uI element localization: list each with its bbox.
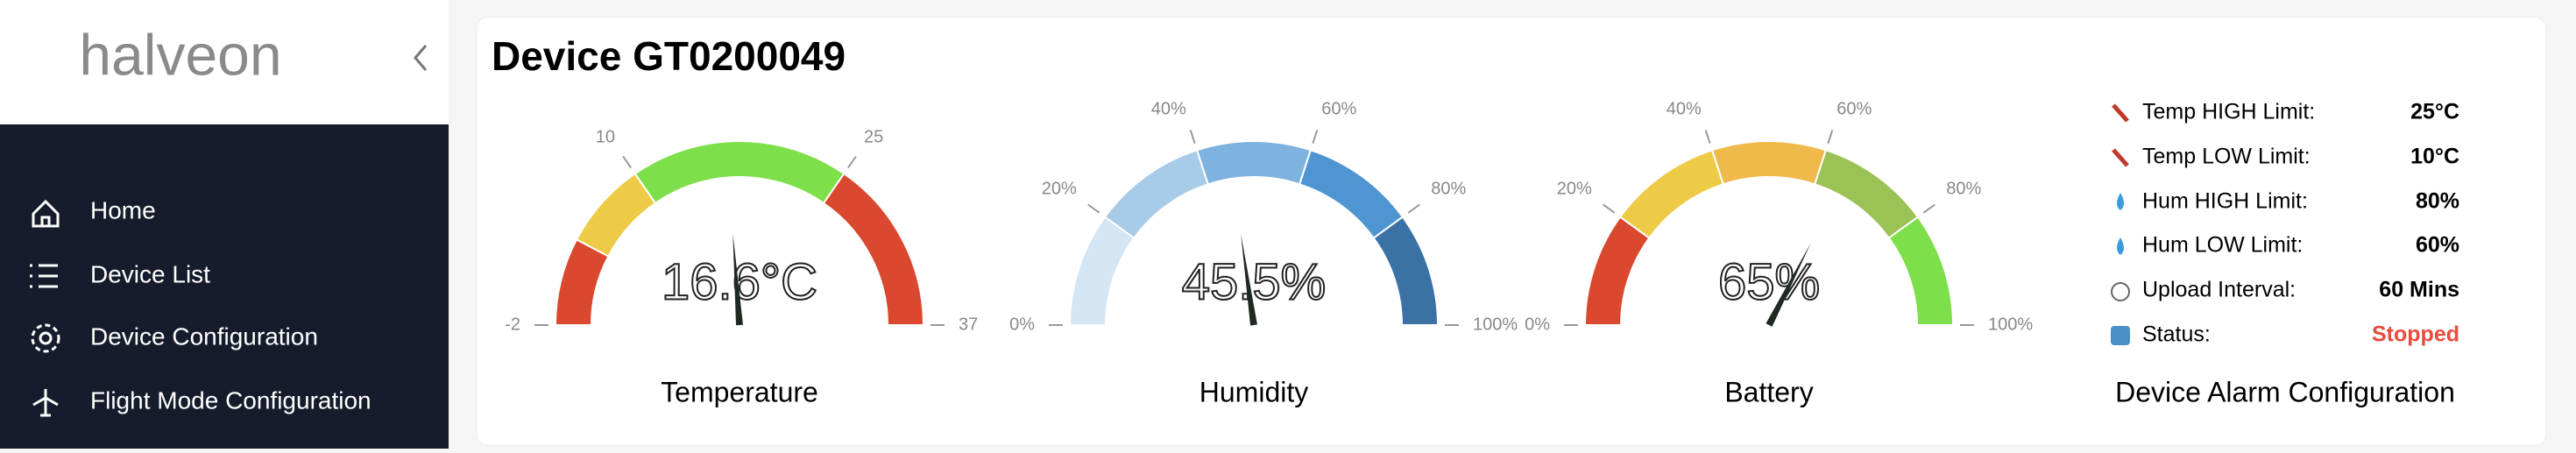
gauge-tick bbox=[1704, 130, 1711, 144]
gauge-tick-label: 80% bbox=[1946, 179, 1981, 198]
gauge-tick bbox=[847, 155, 857, 169]
gauge-tick-label: 60% bbox=[1321, 100, 1356, 119]
device-card bbox=[476, 17, 2547, 446]
gauge-tick bbox=[1407, 203, 1420, 214]
gear-icon-ring bbox=[31, 323, 60, 353]
gauge-tick-label: 0% bbox=[1009, 315, 1035, 334]
gauge-value: 65% bbox=[1718, 253, 1820, 310]
alarm-value: 10°C bbox=[2410, 145, 2459, 169]
alarm-icons bbox=[2111, 103, 2130, 345]
gauge-tick bbox=[1087, 203, 1100, 214]
timer-icon bbox=[2111, 282, 2130, 301]
collapse-button[interactable] bbox=[414, 45, 428, 71]
status-icon bbox=[2111, 326, 2130, 345]
alarm-value: Stopped bbox=[2372, 322, 2459, 347]
nav-icons bbox=[30, 199, 60, 417]
gauge-needle bbox=[732, 233, 743, 326]
list-icon bbox=[30, 264, 58, 288]
logo-area bbox=[0, 0, 449, 124]
gauge-tick-label: 60% bbox=[1836, 100, 1872, 119]
gauge-segment bbox=[822, 172, 925, 326]
alarm-label: Temp HIGH Limit: bbox=[2142, 100, 2315, 124]
gauge-tick bbox=[1827, 130, 1834, 144]
thermo-icon bbox=[2112, 148, 2129, 167]
gauge-tick bbox=[1312, 130, 1319, 144]
gauge-tick-label: 80% bbox=[1431, 179, 1466, 198]
gauge-label: Temperature bbox=[661, 376, 818, 407]
drop-icon bbox=[2117, 193, 2124, 210]
gauge-tick-label: -2 bbox=[505, 315, 520, 334]
gauge-tick-label: 25 bbox=[864, 128, 883, 147]
gauge-value: 45.5% bbox=[1182, 253, 1326, 310]
home-icon bbox=[32, 199, 60, 228]
gauge-tick bbox=[1189, 130, 1196, 144]
gauge-tick-label: 40% bbox=[1667, 100, 1702, 119]
alarm-label: Temp LOW Limit: bbox=[2142, 145, 2311, 169]
gauge-tick bbox=[1922, 203, 1936, 214]
alarm-value: 25°C bbox=[2410, 100, 2459, 124]
gauge-label: Humidity bbox=[1200, 376, 1308, 407]
gauge-segment bbox=[1887, 216, 1955, 326]
gauge-tick-label: 100% bbox=[1473, 315, 1518, 334]
gauge-tick-label: 20% bbox=[1042, 179, 1077, 198]
plane-icon bbox=[32, 389, 59, 417]
gauge-tick-label: 40% bbox=[1151, 100, 1186, 119]
alarm-value: 80% bbox=[2416, 189, 2459, 214]
nav-item[interactable]: Home bbox=[90, 196, 156, 223]
gauge-tick-label: 100% bbox=[1988, 315, 2033, 334]
alarm-value: 60 Mins bbox=[2379, 278, 2459, 302]
alarm-value: 60% bbox=[2416, 233, 2459, 258]
gauge-needle bbox=[1766, 243, 1811, 327]
gauge-tick-label: 0% bbox=[1525, 315, 1550, 334]
device-title: Device GT0200049 bbox=[492, 33, 846, 79]
thermo-icon bbox=[2112, 103, 2129, 123]
alarm-title: Device Alarm Configuration bbox=[2115, 376, 2455, 407]
gauge-tick bbox=[622, 155, 632, 169]
alarm-label: Hum LOW Limit: bbox=[2142, 233, 2303, 258]
alarm-label: Hum HIGH Limit: bbox=[2142, 189, 2308, 214]
alarm-label: Upload Interval: bbox=[2142, 278, 2296, 302]
gauge-tick-label: 10 bbox=[596, 128, 615, 147]
nav-item[interactable]: Device Configuration bbox=[90, 322, 318, 350]
gear-icon bbox=[39, 331, 53, 345]
gauge-tick-label: 37 bbox=[959, 315, 978, 334]
gauge-label: Battery bbox=[1724, 376, 1813, 407]
nav-item[interactable]: Device List bbox=[90, 260, 210, 287]
alarm-label: Status: bbox=[2142, 322, 2211, 347]
nav-item[interactable]: Flight Mode Configuration bbox=[90, 386, 372, 414]
gauge-needle bbox=[1241, 234, 1257, 326]
gauge-segment bbox=[1372, 216, 1440, 326]
gauge-tick bbox=[1603, 203, 1616, 214]
drop-icon bbox=[2117, 237, 2124, 255]
logo: halveon bbox=[79, 22, 281, 87]
sidebar bbox=[0, 124, 449, 449]
gauge-tick-label: 20% bbox=[1557, 179, 1592, 198]
